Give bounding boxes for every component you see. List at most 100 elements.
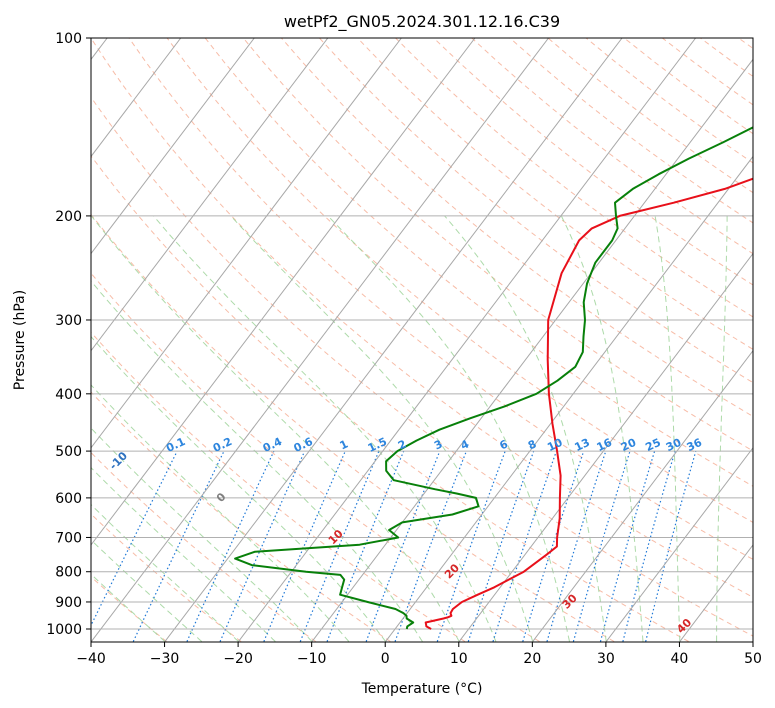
mixing-ratio-line bbox=[622, 450, 676, 642]
isotherm-line bbox=[91, 38, 255, 255]
isotherm-line bbox=[164, 38, 623, 642]
mixing-ratio-line bbox=[263, 450, 346, 642]
x-tick-label: −40 bbox=[76, 651, 106, 667]
x-tick-label: 20 bbox=[523, 651, 541, 667]
moist-adiabat bbox=[91, 503, 239, 642]
dry-adiabat bbox=[738, 38, 753, 50]
dry-adiabat bbox=[91, 331, 466, 642]
mixing-ratio-label: 4 bbox=[459, 437, 472, 452]
isotherm-line bbox=[458, 252, 753, 642]
x-tick-label: 0 bbox=[381, 651, 390, 667]
x-tick-label: 10 bbox=[450, 651, 468, 667]
chart-title: wetPf2_GN05.2024.301.12.16.C39 bbox=[284, 12, 560, 32]
mixing-ratio-label: 10 bbox=[545, 436, 565, 454]
dry-adiabat-label: 30 bbox=[560, 591, 580, 611]
dry-adiabat bbox=[91, 272, 540, 642]
moist-adiabat bbox=[230, 215, 534, 642]
dry-adiabat bbox=[395, 38, 753, 318]
isotherm-line bbox=[679, 544, 753, 642]
mixing-ratio-line bbox=[132, 450, 225, 642]
dry-adiabat-label: -10 bbox=[107, 449, 130, 472]
dry-adiabat bbox=[319, 38, 753, 384]
dry-adiabat bbox=[547, 38, 753, 194]
mixing-ratio-label: 0.6 bbox=[292, 435, 315, 455]
moist-adiabat bbox=[327, 215, 570, 642]
moist-adiabat bbox=[91, 427, 313, 642]
moist-adiabat bbox=[91, 384, 350, 642]
moist-adiabat bbox=[91, 466, 276, 642]
isotherm-line bbox=[91, 38, 549, 642]
mixing-ratio-line bbox=[299, 450, 380, 642]
moist-adiabat bbox=[716, 215, 728, 642]
mixing-ratio-line bbox=[186, 450, 275, 642]
dry-adiabat bbox=[281, 38, 753, 417]
mixing-ratio-label: 30 bbox=[664, 436, 684, 454]
mixing-ratio-label: 25 bbox=[643, 436, 662, 454]
isotherm-line bbox=[91, 38, 329, 352]
mixing-ratio-label: 0.1 bbox=[164, 435, 187, 455]
mixing-ratio-line bbox=[522, 450, 585, 642]
dry-adiabat-label: 40 bbox=[674, 616, 694, 636]
moist-adiabat bbox=[153, 215, 497, 642]
mixing-ratio-line bbox=[492, 450, 557, 642]
mixing-ratio-line bbox=[436, 450, 506, 642]
mixing-ratio-line bbox=[572, 450, 631, 642]
mixing-ratio-label: 0.2 bbox=[211, 435, 234, 455]
isotherm-line bbox=[385, 155, 753, 642]
y-tick-label: 1000 bbox=[46, 622, 82, 638]
y-tick-label: 100 bbox=[55, 31, 82, 47]
temperature-profile bbox=[424, 177, 753, 630]
y-tick-label: 300 bbox=[55, 313, 82, 329]
dry-adiabat bbox=[91, 513, 242, 642]
y-axis-label: Pressure (hPa) bbox=[12, 290, 28, 390]
isotherm-line bbox=[532, 349, 753, 642]
y-tick-label: 600 bbox=[55, 491, 82, 507]
mixing-ratio-label: 6 bbox=[498, 437, 511, 452]
mixing-ratio-label: 13 bbox=[573, 436, 592, 454]
moist-adiabat bbox=[560, 215, 644, 642]
mixing-ratio-label: 16 bbox=[595, 436, 615, 454]
moist-adiabat bbox=[91, 280, 423, 642]
dry-adiabat bbox=[91, 155, 689, 642]
isotherm-line bbox=[91, 38, 402, 449]
y-tick-label: 700 bbox=[55, 530, 82, 546]
dry-adiabat bbox=[91, 391, 391, 642]
dry-adiabat bbox=[357, 38, 753, 350]
dry-adiabat bbox=[91, 213, 615, 642]
moist-adiabat bbox=[444, 215, 607, 642]
dry-adiabat bbox=[661, 38, 753, 106]
mixing-ratio-line bbox=[599, 450, 656, 642]
mixing-ratio-label: 36 bbox=[685, 436, 705, 454]
moist-adiabat bbox=[91, 539, 203, 642]
isotherm-line bbox=[605, 446, 753, 642]
moist-adiabat bbox=[91, 215, 460, 642]
dry-adiabat bbox=[471, 38, 753, 255]
dewpoint-profile bbox=[234, 126, 753, 630]
y-tick-label: 200 bbox=[55, 209, 82, 225]
dry-adiabat-label: 10 bbox=[326, 527, 346, 547]
moist-adiabat bbox=[654, 215, 681, 642]
dry-adiabat bbox=[204, 38, 753, 487]
isotherm-line bbox=[91, 38, 182, 158]
mixing-ratio-line bbox=[326, 450, 405, 642]
isotherm-line bbox=[91, 38, 476, 546]
mixing-ratio-line bbox=[546, 450, 607, 642]
mixing-ratio-label: 0.4 bbox=[261, 435, 284, 455]
x-tick-label: −30 bbox=[150, 651, 180, 667]
isotherm-line bbox=[752, 641, 753, 642]
dry-adiabat bbox=[91, 38, 753, 598]
moist-adiabat bbox=[91, 335, 387, 642]
dry-adiabat bbox=[242, 38, 753, 452]
x-tick-label: 40 bbox=[671, 651, 689, 667]
mixing-ratio-line bbox=[219, 450, 306, 642]
plot-frame bbox=[90, 37, 754, 643]
y-tick-label: 900 bbox=[55, 595, 82, 611]
dry-adiabat bbox=[166, 38, 753, 523]
mixing-ratio-label: 1 bbox=[338, 437, 350, 452]
x-tick-label: −10 bbox=[297, 651, 327, 667]
mixing-ratio-label: 1.5 bbox=[366, 435, 389, 455]
x-tick-label: 50 bbox=[744, 651, 762, 667]
mixing-ratio-label: 20 bbox=[619, 436, 639, 454]
mixing-ratio-label: 8 bbox=[526, 437, 538, 452]
